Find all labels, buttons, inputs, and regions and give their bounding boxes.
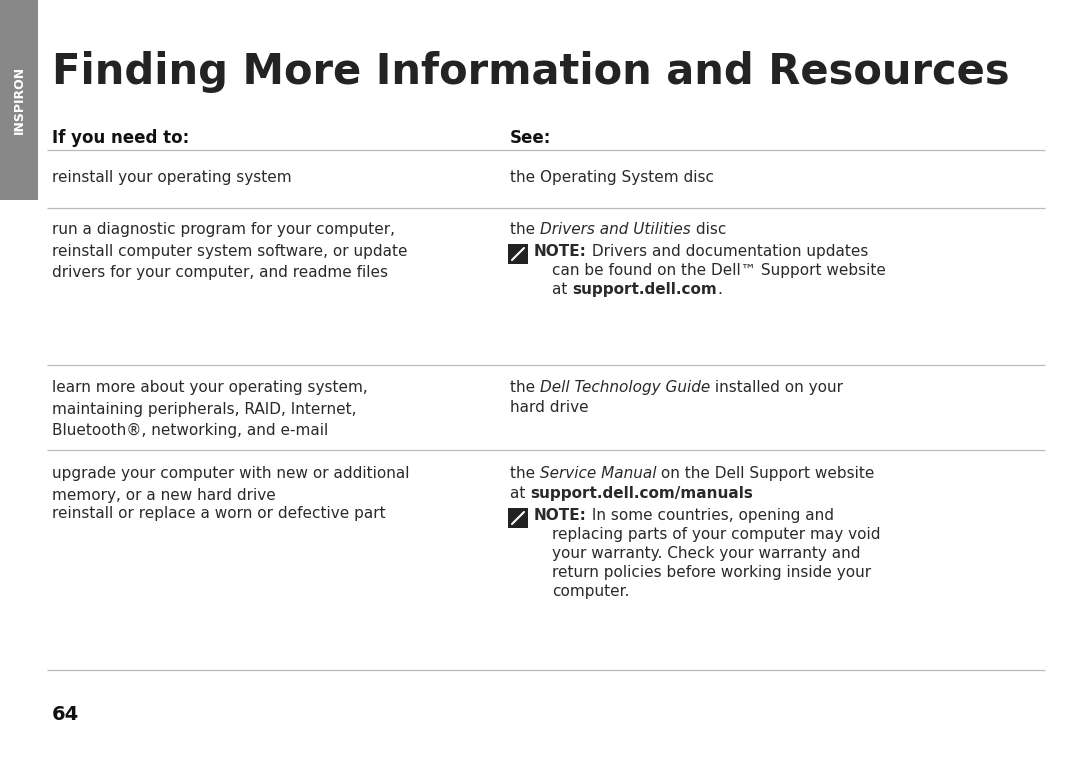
Text: Drivers and documentation updates: Drivers and documentation updates [586,244,868,259]
Text: Service Manual: Service Manual [540,466,657,481]
Text: the: the [510,380,540,395]
Text: support.dell.com/manuals: support.dell.com/manuals [530,486,753,501]
Text: upgrade your computer with new or additional
memory, or a new hard drive: upgrade your computer with new or additi… [52,466,409,502]
Text: at: at [552,282,572,297]
Text: support.dell.com: support.dell.com [572,282,717,297]
Text: .: . [717,282,721,297]
Text: Drivers and Utilities: Drivers and Utilities [540,222,691,237]
Text: the Operating System disc: the Operating System disc [510,170,714,185]
Text: learn more about your operating system,
maintaining peripherals, RAID, Internet,: learn more about your operating system, … [52,380,368,438]
Bar [508,244,528,264]
Bar [508,508,528,528]
Text: at: at [510,486,530,501]
Text: NOTE:: NOTE: [534,508,586,523]
Text: reinstall your operating system: reinstall your operating system [52,170,292,185]
Text: If you need to:: If you need to: [52,129,189,147]
Text: on the Dell Support website: on the Dell Support website [657,466,875,481]
Text: computer.: computer. [552,584,630,599]
Text: hard drive: hard drive [510,400,589,415]
Text: NOTE:: NOTE: [534,244,586,259]
Text: your warranty. Check your warranty and: your warranty. Check your warranty and [552,546,861,561]
Text: INSPIRON: INSPIRON [13,66,26,134]
Text: return policies before working inside your: return policies before working inside yo… [552,565,872,580]
Text: Dell Technology Guide: Dell Technology Guide [540,380,711,395]
Text: replacing parts of your computer may void: replacing parts of your computer may voi… [552,527,880,542]
Text: 64: 64 [52,705,79,725]
Text: installed on your: installed on your [711,380,843,395]
Bar [0,0,38,200]
Text: disc: disc [691,222,726,237]
Text: Finding More Information and Resources: Finding More Information and Resources [52,51,1010,93]
Text: can be found on the Dell™ Support website: can be found on the Dell™ Support websit… [552,263,886,278]
Text: See:: See: [510,129,552,147]
Text: the: the [510,222,540,237]
Text: the: the [510,466,540,481]
Text: In some countries, opening and: In some countries, opening and [586,508,834,523]
Text: run a diagnostic program for your computer,
reinstall computer system software, : run a diagnostic program for your comput… [52,222,407,280]
Text: reinstall or replace a worn or defective part: reinstall or replace a worn or defective… [52,506,386,521]
